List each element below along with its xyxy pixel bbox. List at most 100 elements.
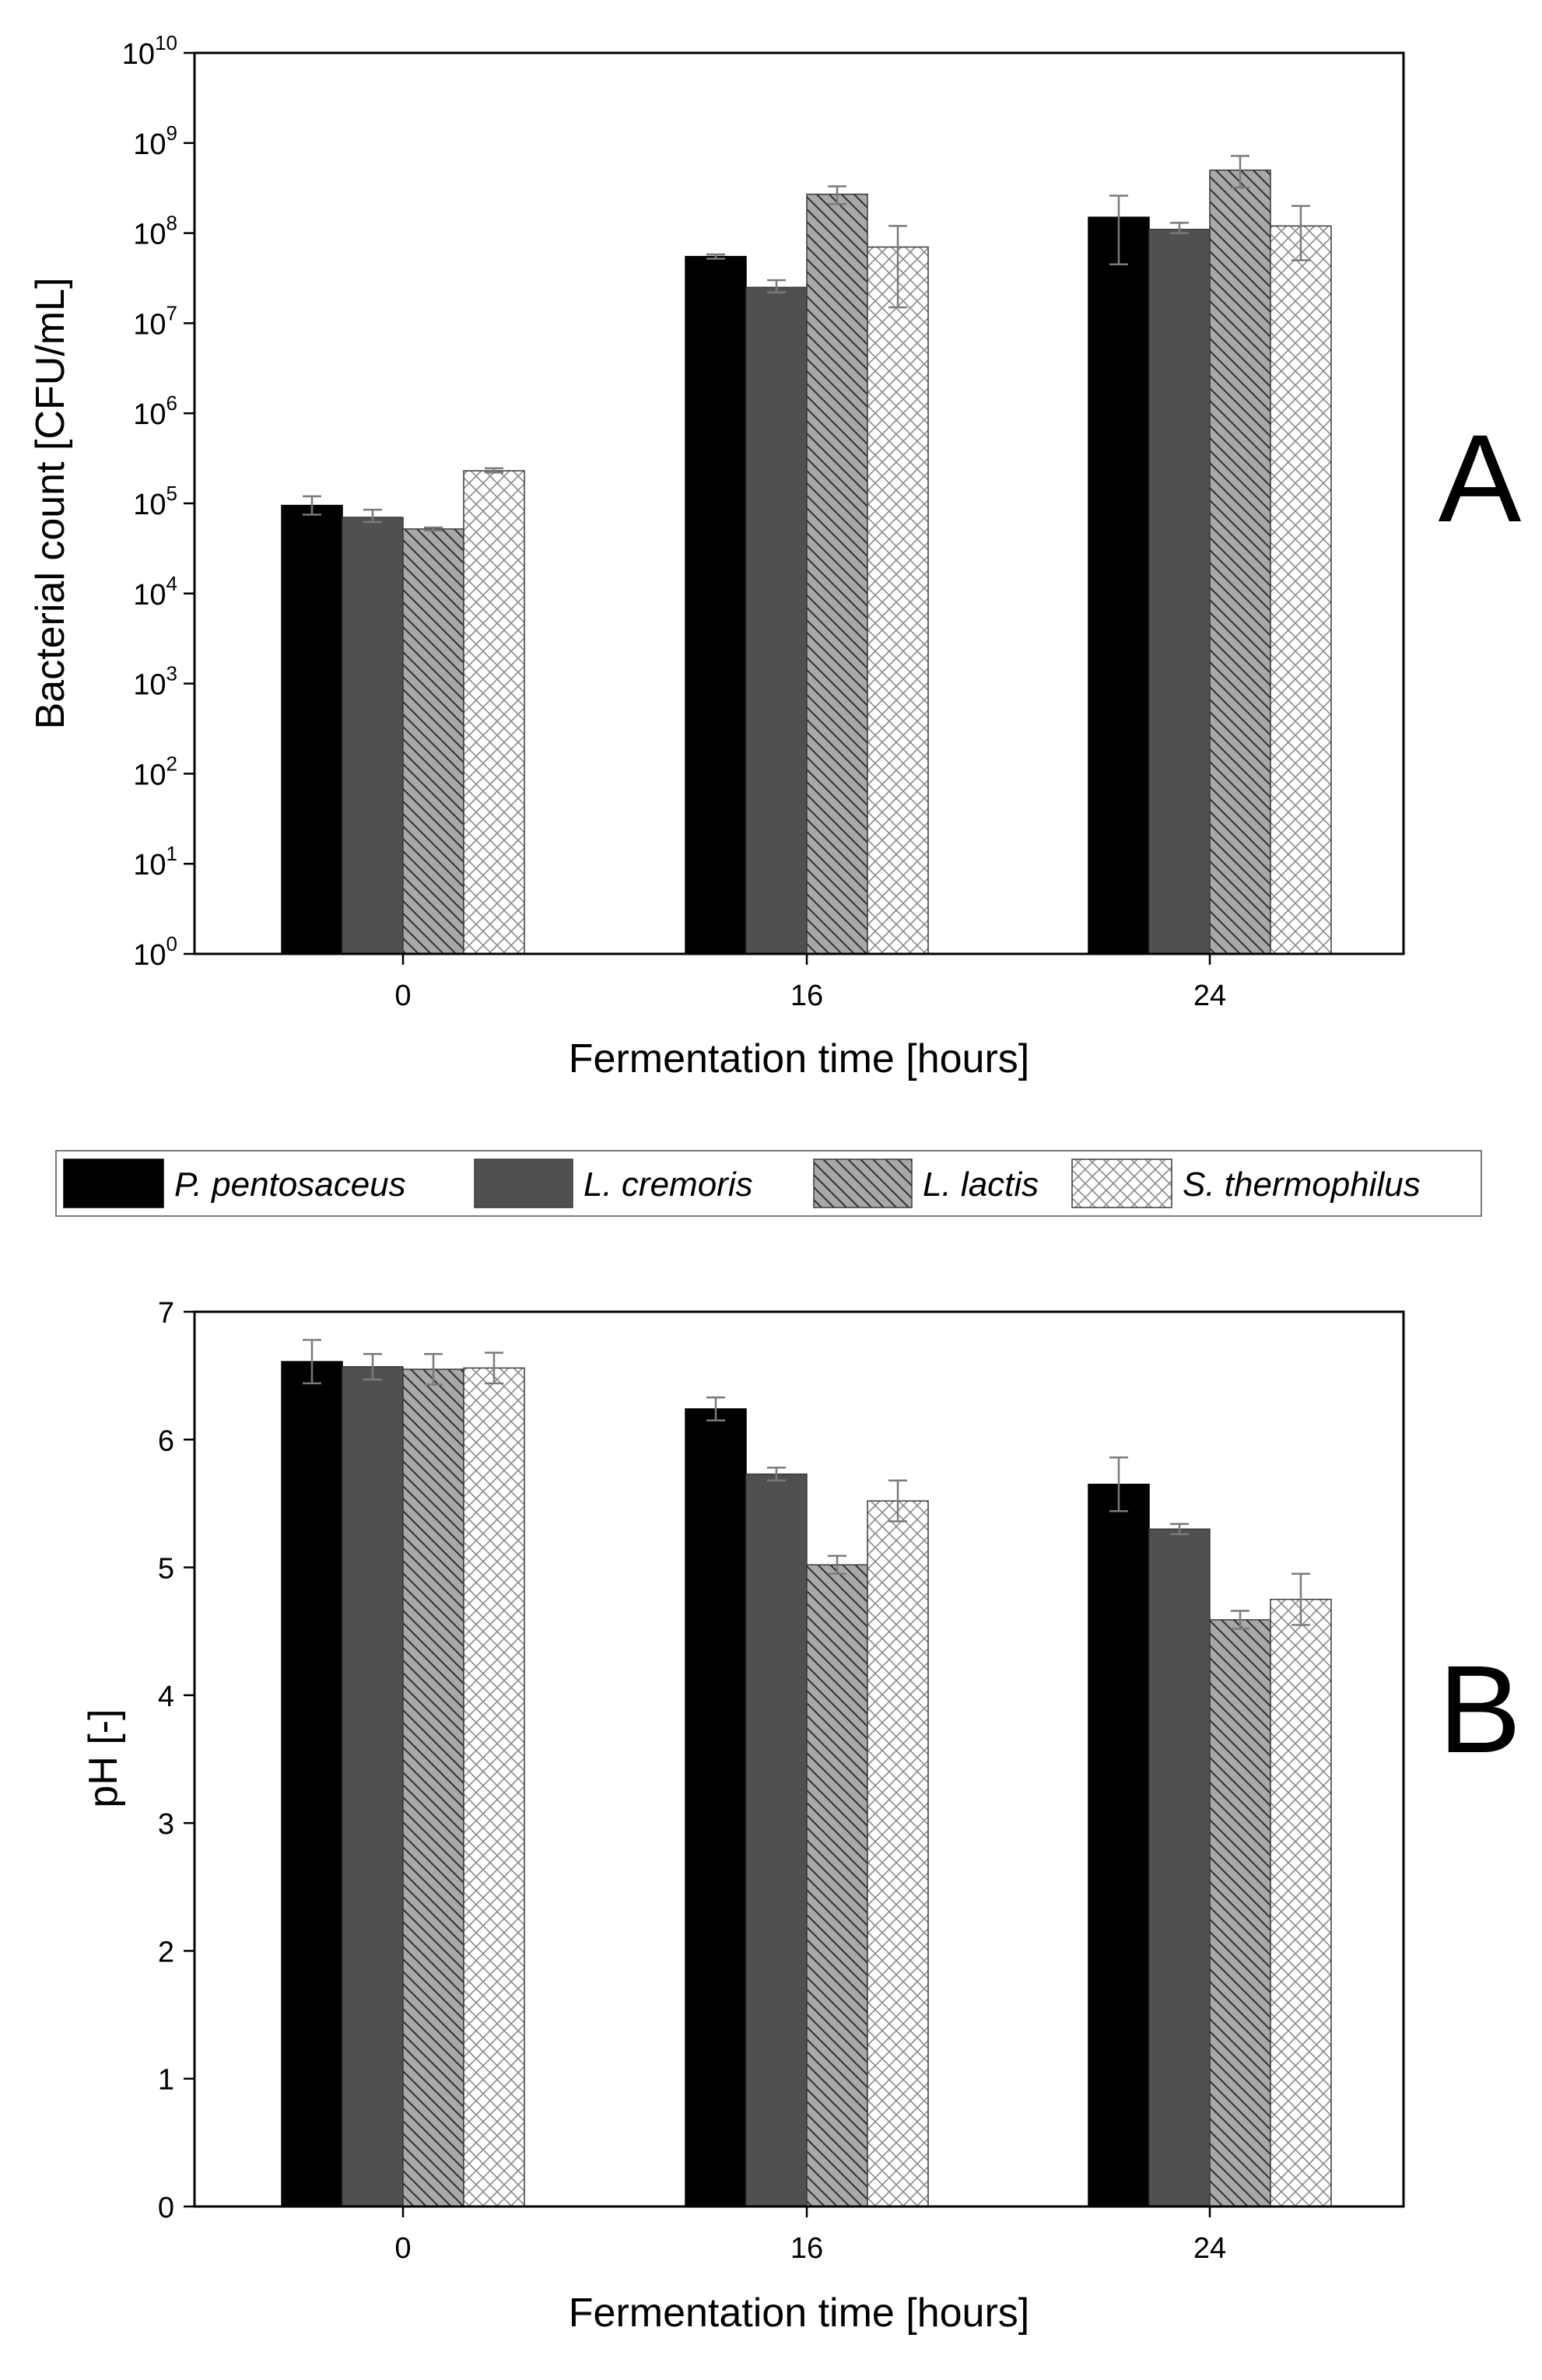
y-tick-label: 102	[133, 752, 177, 791]
bar-b-s0-g0	[281, 1361, 343, 2207]
chart-a-frame	[193, 51, 1405, 955]
bar-a-s3-g2	[1270, 225, 1332, 955]
bar-a-s1-g0	[342, 517, 404, 955]
bar-a-s0-g0	[281, 504, 343, 955]
y-tick-label: 1	[158, 2064, 174, 2097]
error-bar-b-s2-g0	[424, 1352, 443, 1386]
legend-label: L. cremoris	[584, 1165, 753, 1204]
error-bar-a-s3-g1	[888, 225, 907, 309]
legend-swatch	[1071, 1158, 1172, 1208]
bar-a-s0-g2	[1088, 216, 1150, 955]
legend-item: L. cremoris	[474, 1158, 753, 1208]
error-bar-a-s0-g0	[303, 495, 321, 516]
legend-swatch	[63, 1158, 164, 1208]
x-tick-label: 24	[1193, 980, 1226, 1012]
bar-b-s2-g2	[1209, 1619, 1271, 2207]
error-bar-b-s0-g1	[706, 1396, 725, 1421]
error-bar-a-s0-g1	[706, 253, 725, 260]
error-bar-a-s3-g2	[1291, 205, 1310, 261]
bar-a-s3-g1	[867, 246, 929, 955]
error-bar-b-s1-g0	[363, 1352, 382, 1381]
legend-item: S. thermophilus	[1071, 1158, 1421, 1208]
x-tick-label: 0	[394, 980, 411, 1012]
bar-a-s2-g2	[1209, 169, 1271, 955]
y-tick-label: 107	[133, 301, 177, 341]
legend-frame	[55, 1150, 1482, 1217]
chart-a: 100 101 102 103 104 105 106 107 108 109 1010 0 16 24…	[28, 31, 1522, 1081]
chart-a-xlabel: Fermentation time [hours]	[569, 1036, 1029, 1081]
x-tick-label: 16	[790, 980, 823, 1012]
y-tick-label: 105	[133, 482, 177, 521]
x-tick-label: 24	[1193, 2232, 1226, 2265]
chart-a-bars	[281, 169, 1332, 955]
bar-b-s0-g2	[1088, 1484, 1150, 2207]
y-tick-label: 100	[133, 932, 177, 972]
error-bar-b-s2-g1	[828, 1555, 846, 1576]
y-tick-label: 0	[158, 2192, 174, 2224]
bar-a-s1-g1	[745, 286, 808, 955]
y-tick-label: 103	[133, 662, 177, 702]
y-tick-label: 1010	[122, 31, 177, 71]
chart-a-ylabel: Bacterial count [CFU/mL]	[28, 278, 73, 730]
error-bar-a-s1-g0	[363, 508, 382, 524]
legend-label: L. lactis	[923, 1165, 1039, 1204]
y-tick-label: 106	[133, 391, 177, 431]
bar-b-s1-g0	[342, 1365, 404, 2207]
error-bar-a-s2-g1	[828, 185, 846, 205]
legend: P. pentosaceus L. cremoris L. lactis S. the…	[55, 1150, 1482, 1217]
bar-b-s3-g1	[867, 1500, 929, 2207]
y-tick-label: 104	[133, 572, 177, 612]
y-tick-label: 6	[158, 1425, 174, 1457]
y-tick-label: 101	[133, 842, 177, 882]
y-tick-label: 3	[158, 1808, 174, 1841]
chart-b: 0 1 2 3 4 5 6 7 0 16 24 pH [-] Fermentation time …	[81, 1297, 1521, 2336]
error-bar-a-s0-g2	[1109, 195, 1128, 266]
legend-item: P. pentosaceus	[63, 1158, 406, 1208]
error-bar-b-s3-g0	[485, 1351, 503, 1385]
chart-b-y-axis: 0 1 2 3 4 5 6 7	[158, 1297, 195, 2224]
y-tick-label: 109	[133, 121, 177, 161]
x-tick-label: 16	[790, 2232, 823, 2265]
chart-b-frame	[193, 1310, 1405, 2208]
error-bar-b-s1-g2	[1170, 1523, 1189, 1536]
bar-b-s3-g2	[1270, 1598, 1332, 2207]
y-tick-label: 4	[158, 1681, 174, 1713]
y-tick-label: 7	[158, 1297, 174, 1330]
chart-a-x-axis: 0 16 24	[394, 954, 1226, 1012]
bar-b-s3-g0	[463, 1367, 525, 2207]
error-bar-b-s3-g1	[888, 1479, 907, 1523]
y-tick-label: 5	[158, 1553, 174, 1586]
error-bar-a-s1-g1	[767, 279, 786, 293]
bar-a-s2-g1	[806, 193, 868, 955]
y-tick-label: 2	[158, 1936, 174, 1968]
bar-a-s1-g2	[1148, 229, 1211, 955]
legend-label: P. pentosaceus	[174, 1165, 406, 1204]
error-bar-a-s3-g0	[485, 467, 503, 474]
x-tick-label: 0	[394, 2232, 411, 2265]
error-bar-a-s1-g2	[1170, 222, 1189, 234]
chart-b-ylabel: pH [-]	[81, 1709, 126, 1807]
legend-item: L. lactis	[813, 1158, 1039, 1208]
y-tick-label: 108	[133, 212, 177, 251]
chart-b-xlabel: Fermentation time [hours]	[569, 2291, 1029, 2336]
panel-a-letter: A	[1439, 408, 1522, 548]
error-bar-a-s2-g2	[1231, 155, 1249, 189]
legend-swatch	[813, 1158, 913, 1208]
error-bar-b-s1-g1	[767, 1467, 786, 1482]
error-bar-b-s0-g2	[1109, 1456, 1128, 1512]
error-bar-b-s0-g0	[303, 1338, 321, 1385]
chart-b-x-axis: 0 16 24	[394, 2206, 1226, 2265]
panel-b-letter: B	[1439, 1639, 1522, 1779]
chart-a-error-bars	[303, 155, 1310, 532]
bar-b-s1-g2	[1148, 1528, 1211, 2207]
chart-b-bars	[281, 1361, 1332, 2207]
bar-a-s3-g0	[463, 470, 525, 955]
bar-a-s2-g0	[402, 528, 464, 955]
error-bar-b-s3-g2	[1291, 1572, 1310, 1626]
bar-b-s1-g1	[745, 1473, 808, 2207]
bar-b-s0-g1	[685, 1408, 747, 2207]
chart-a-y-axis: 100 101 102 103 104 105 106 107 108 109 1010	[122, 31, 195, 972]
bar-a-s0-g1	[685, 255, 747, 955]
bar-b-s2-g1	[806, 1564, 868, 2207]
